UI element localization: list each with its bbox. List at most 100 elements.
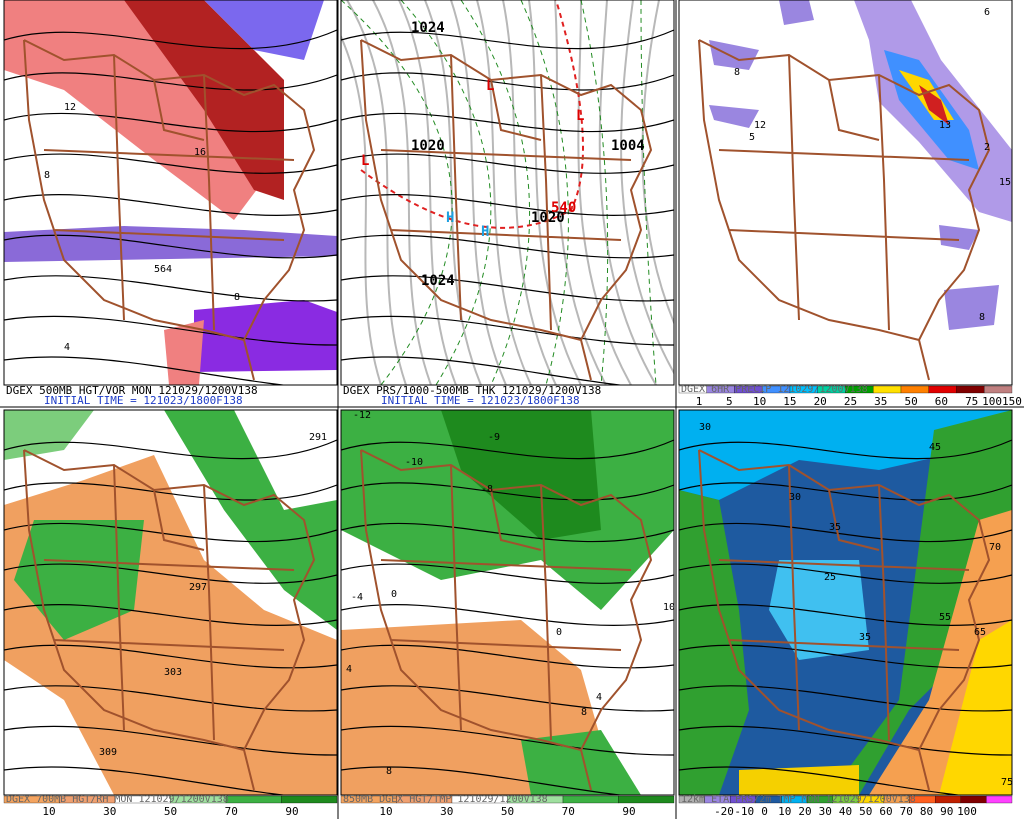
panel-frame: [340, 409, 675, 796]
map-label: 8: [581, 707, 587, 718]
map-label: 13: [939, 120, 951, 131]
contour: [4, 112, 337, 133]
colorbar-label: 0: [761, 805, 768, 818]
contour: [341, 275, 674, 302]
contour: [4, 72, 337, 91]
colorbar-swatch: [986, 795, 1013, 804]
colorbar-label: -20: [714, 805, 734, 818]
map-label: H: [446, 210, 454, 226]
map-label: 6: [984, 7, 990, 18]
shaded-region: [4, 410, 94, 460]
contour: [341, 644, 674, 669]
caption: DGEX 500MB HGT/VOR MON 121029/1200V138: [6, 384, 258, 397]
map-label: 2: [984, 142, 990, 153]
map-label: 4: [64, 342, 70, 353]
colorbar-label: 40: [839, 805, 852, 818]
map-label: 55: [939, 612, 951, 623]
thickness-line: [460, 0, 531, 385]
caption: DGEX 700MB HGT/RH MON 121029/1200V138: [6, 794, 229, 805]
map-label: -8: [481, 484, 493, 495]
map-label: 297: [189, 582, 207, 593]
map-label: 35: [829, 522, 841, 533]
map-label: -10: [405, 457, 423, 468]
initial-time: INITIAL TIME = 121023/1800F138: [44, 394, 243, 407]
colorbar-label: 25: [844, 395, 857, 408]
colorbar-swatch: [618, 795, 675, 804]
map-panel: 297 303 309 291 DGEX 700MB HGT/RH MON 121029…: [3, 409, 338, 818]
colorbar-label: 20: [798, 805, 811, 818]
contour: [4, 29, 337, 50]
shaded-region: [4, 660, 114, 795]
panel-frame: [340, 0, 675, 386]
thickness-line: [400, 0, 492, 385]
map-area: 30 25 35 45 55 65 70 75 30 35: [679, 410, 1013, 795]
colorbar-label: 100: [957, 805, 977, 818]
colorbar-label: 1: [696, 395, 703, 408]
map-label: 10: [663, 602, 675, 613]
colorbar-label: -10: [734, 805, 754, 818]
map-label: 4: [346, 664, 352, 675]
colorbar-swatch: [873, 385, 902, 394]
colorbar-label: 30: [103, 805, 116, 818]
contour: [341, 112, 674, 133]
contour: [341, 356, 625, 385]
map-label: 45: [929, 442, 941, 453]
map-label: -9: [488, 432, 500, 443]
shaded-region: [4, 0, 264, 220]
map-area: 297 303 309 291: [4, 410, 337, 795]
contour: [341, 234, 674, 259]
contour: [679, 522, 1012, 543]
colorbar-label: 50: [859, 805, 872, 818]
map-label: 30: [699, 422, 711, 433]
shaded-region: [164, 410, 337, 630]
shaded-region: [779, 0, 814, 25]
colorbar-label: 50: [904, 395, 917, 408]
map-label: 70: [989, 542, 1001, 553]
map-panel: 30 25 35 45 55 65 70 75 30 35 12km ETA PRS/2m TMP …: [678, 409, 1013, 818]
political-borders: [23, 449, 316, 791]
political-borders: [698, 39, 991, 381]
contour: [341, 685, 674, 712]
caption: DGEX PRS/1000-500MB THK 121029/1200V138: [343, 384, 601, 397]
shaded-region: [944, 285, 999, 330]
colorbar-label: 10: [42, 805, 55, 818]
contour: [4, 356, 288, 385]
shaded-region: [919, 85, 949, 125]
colorbar-label: 5: [726, 395, 733, 408]
contour: [4, 439, 337, 460]
colorbar-label: 35: [874, 395, 887, 408]
contour: [4, 482, 337, 501]
map-label: 1024: [411, 20, 445, 36]
panel-frame: [678, 409, 1013, 796]
map-label: 75: [1001, 777, 1013, 788]
map-label: 309: [99, 747, 117, 758]
map-label: 8: [734, 67, 740, 78]
colorbar-label: 75: [965, 395, 978, 408]
map-label: 65: [974, 627, 986, 638]
contour: [4, 522, 337, 543]
initial-time: INITIAL TIME = 121023/1800F138: [381, 394, 580, 407]
map-label: 8: [44, 170, 50, 181]
map-label: 303: [164, 667, 182, 678]
isobar: [476, 0, 532, 385]
map-label: 4: [596, 692, 602, 703]
map-label: 1004: [611, 138, 645, 154]
contour: [341, 315, 674, 346]
colorbar-swatch: [984, 385, 1013, 394]
contour: [341, 72, 674, 91]
caption: 850MB DGEX HGT/TMP 121029/1200V138: [343, 794, 548, 805]
contour: [4, 604, 337, 626]
shaded-region: [441, 410, 601, 540]
map-label: L: [486, 78, 494, 94]
map-label: 0: [556, 627, 562, 638]
map-label: 12: [754, 120, 766, 131]
contour: [679, 725, 1012, 756]
contour: [341, 153, 674, 174]
map-area: 6 8 512 13 2 15 8: [679, 0, 1012, 385]
isobar: [398, 0, 457, 385]
political-borders: [360, 39, 653, 381]
contour: [4, 315, 337, 346]
colorbar-label: 80: [920, 805, 933, 818]
